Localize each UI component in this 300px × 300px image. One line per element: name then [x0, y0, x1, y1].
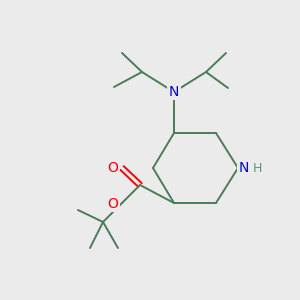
Text: O: O [108, 161, 118, 175]
Text: N: N [169, 85, 179, 99]
Text: N: N [239, 161, 249, 175]
Text: H: H [252, 163, 262, 176]
Text: O: O [108, 197, 118, 211]
